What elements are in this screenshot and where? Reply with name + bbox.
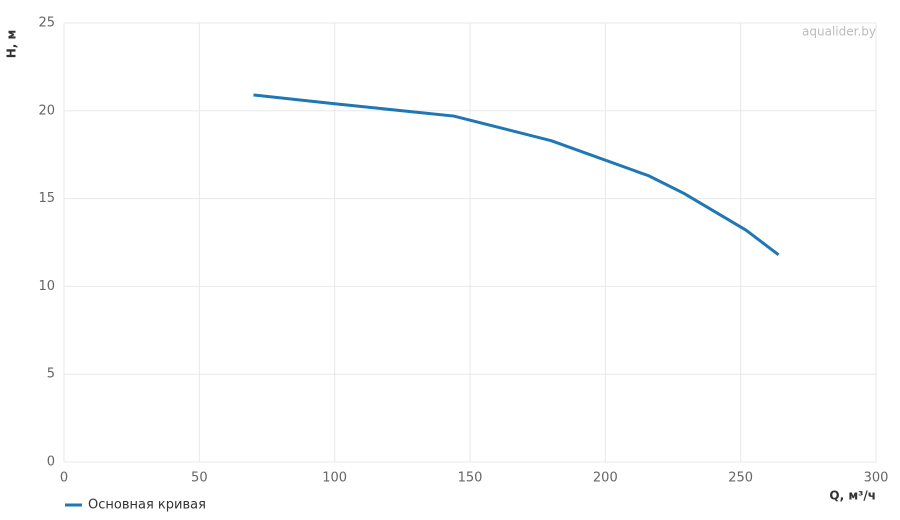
y-tick-label: 5 [47,367,55,382]
x-tick-label: 150 [458,471,483,486]
y-axis-title: H, м [5,30,19,59]
y-tick-label: 0 [47,455,55,470]
x-tick-label: 50 [191,471,208,486]
y-tick-label: 10 [38,279,55,294]
x-tick-label: 300 [864,471,889,486]
x-tick-label: 250 [728,471,753,486]
y-tick-label: 20 [38,103,55,118]
x-axis-title: Q, м³/ч [829,489,876,503]
legend-label: Основная кривая [88,498,206,513]
y-tick-label: 15 [38,191,55,206]
x-tick-label: 200 [593,471,618,486]
curve [253,93,780,256]
watermark: aqualider.by [802,25,876,39]
y-tick-label: 25 [38,16,55,31]
x-tick-label: 0 [60,471,68,486]
x-tick-label: 100 [322,471,347,486]
